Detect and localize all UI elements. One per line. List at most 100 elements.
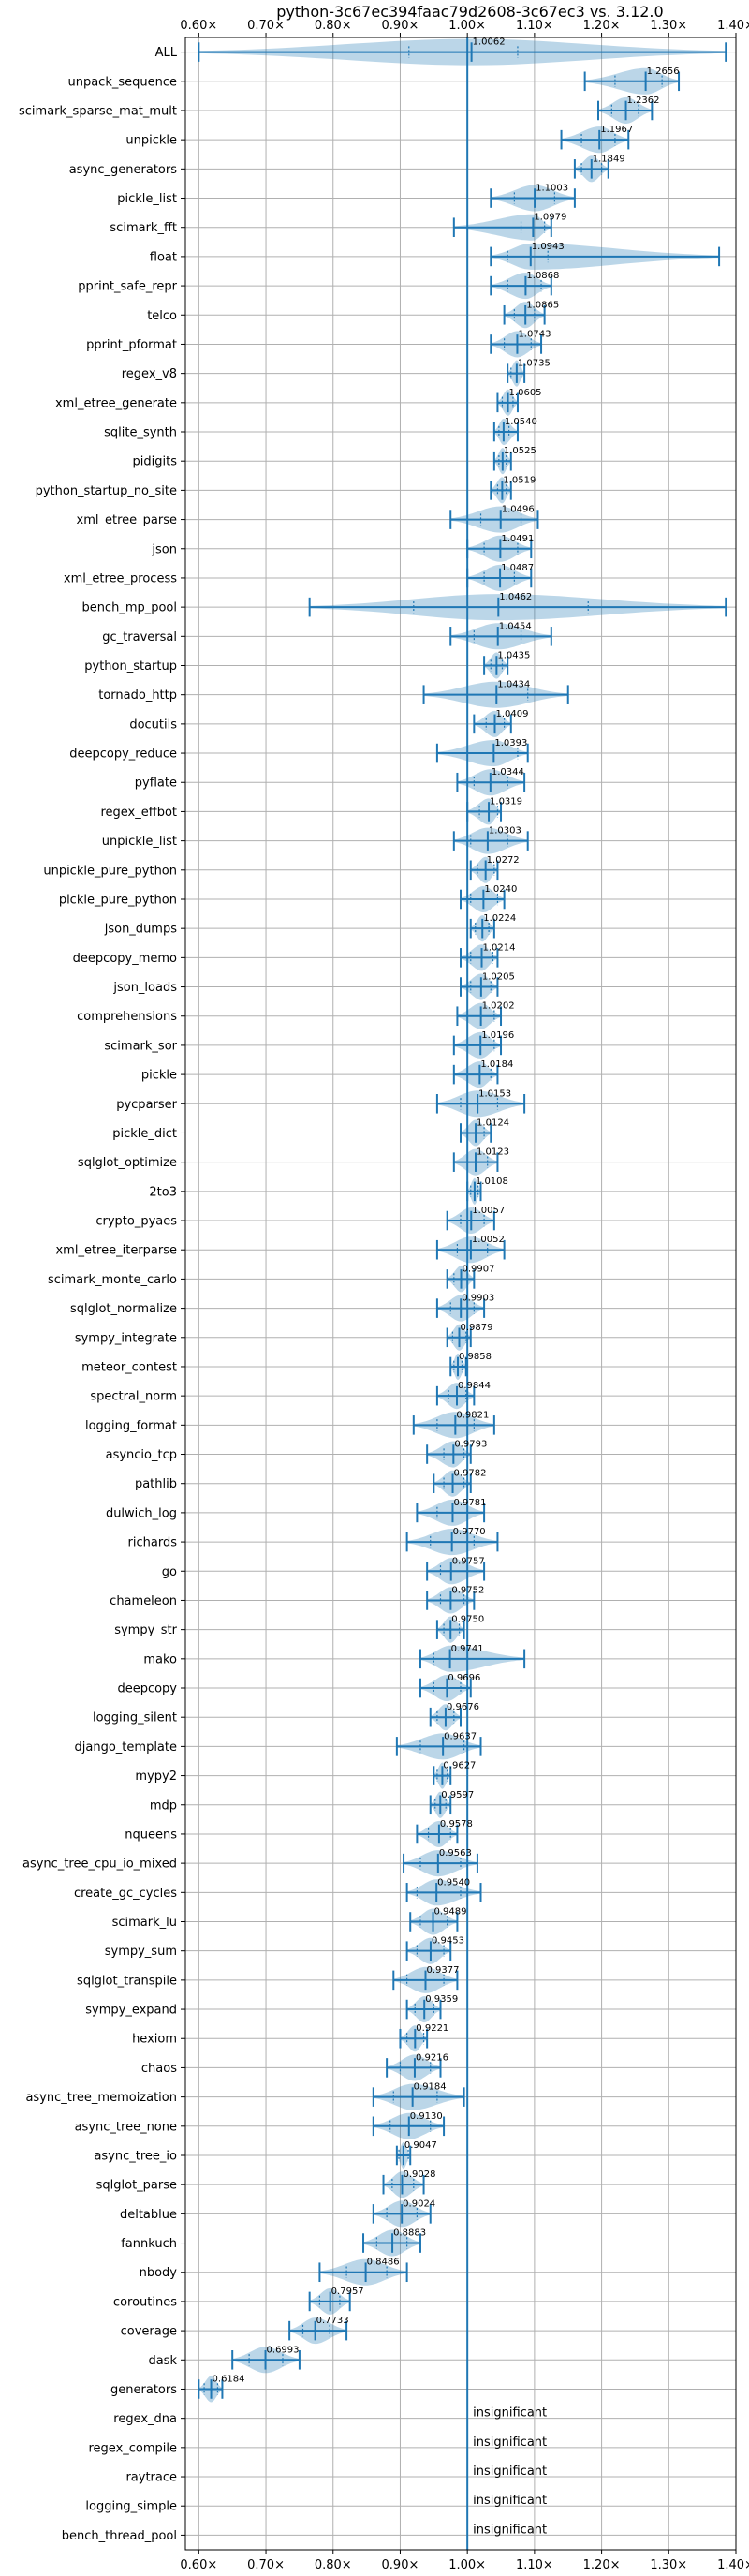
value-label: 1.0272 <box>487 855 520 866</box>
y-tick-label: comprehensions <box>77 1010 177 1024</box>
value-label: 0.9879 <box>460 1323 492 1333</box>
y-tick-label: scimark_monte_carlo <box>48 1273 177 1287</box>
y-tick-label: python_startup_no_site <box>36 484 177 498</box>
y-tick-label: telco <box>147 309 177 323</box>
y-tick-label: unpickle_pure_python <box>43 864 177 878</box>
value-label: 1.0454 <box>499 621 532 631</box>
value-label: 1.0868 <box>526 271 559 281</box>
y-tick-label: generators <box>110 2383 177 2397</box>
value-label: 0.9359 <box>425 1994 458 2005</box>
x-tick-label-top: 1.20× <box>583 19 621 33</box>
value-label: 0.9757 <box>452 1556 485 1566</box>
y-tick-label: sqlglot_transpile <box>77 1974 177 1988</box>
y-tick-label: dask <box>148 2354 177 2368</box>
y-tick-label: chameleon <box>110 1594 177 1608</box>
value-label: 1.0605 <box>509 388 542 398</box>
y-tick-label: pickle_dict <box>112 1127 177 1141</box>
value-label: 1.0319 <box>490 796 522 807</box>
y-tick-label: fannkuch <box>121 2237 177 2251</box>
value-label: 0.9540 <box>437 1877 470 1888</box>
y-tick-label: sympy_integrate <box>75 1331 177 1345</box>
plot-frame <box>184 37 737 2551</box>
insignificant-label: insignificant <box>473 2465 547 2479</box>
y-tick-label: pickle <box>141 1069 177 1083</box>
y-tick-label: tornado_http <box>98 688 177 703</box>
y-tick-label: unpickle_list <box>102 835 177 849</box>
value-label: 1.2656 <box>647 67 680 77</box>
x-tick-label-top: 0.90× <box>382 19 419 33</box>
y-tick-label: json_loads <box>112 981 177 995</box>
y-tick-label: unpickle <box>125 134 177 148</box>
y-tick-label: pprint_safe_repr <box>78 280 177 294</box>
value-label: 1.0487 <box>501 563 534 573</box>
y-tick-label: bench_thread_pool <box>62 2529 177 2543</box>
value-label: 0.9696 <box>448 1673 480 1683</box>
y-tick-label: pickle_pure_python <box>59 893 177 907</box>
x-tick-label-top: 1.10× <box>516 19 553 33</box>
value-label: 0.9903 <box>462 1294 494 1304</box>
value-label: 0.9597 <box>441 1790 474 1800</box>
y-tick-label: xml_etree_process <box>64 571 177 585</box>
value-label: 1.0108 <box>476 1177 508 1187</box>
value-label: 1.0865 <box>526 300 559 310</box>
value-label: 0.9377 <box>426 1965 459 1976</box>
value-label: 0.9047 <box>404 2140 437 2151</box>
value-label: 1.0540 <box>505 417 537 427</box>
y-tick-label: crypto_pyaes <box>95 1215 177 1229</box>
value-label: 1.0124 <box>477 1118 509 1128</box>
insignificant-label: insignificant <box>473 2494 547 2508</box>
value-label: 0.9637 <box>444 1731 477 1741</box>
value-label: 0.9024 <box>403 2198 435 2209</box>
y-tick-label: async_tree_none <box>75 2120 177 2134</box>
value-label: 1.0153 <box>478 1088 511 1099</box>
value-label: 1.0224 <box>483 913 516 924</box>
y-tick-label: json <box>151 542 177 556</box>
value-label: 1.0743 <box>518 329 551 339</box>
value-label: 1.0303 <box>489 826 521 836</box>
x-tick-label-bottom: 1.20× <box>583 2558 621 2572</box>
value-label: 0.6993 <box>267 2345 300 2355</box>
y-tick-label: hexiom <box>132 2033 177 2047</box>
insignificant-label: insignificant <box>473 2406 547 2421</box>
x-tick-label-bottom: 0.60× <box>180 2558 217 2572</box>
value-label: 1.1003 <box>536 184 568 194</box>
y-tick-label: deltablue <box>120 2208 177 2222</box>
x-tick-label-bottom: 0.90× <box>382 2558 419 2572</box>
y-tick-label: logging_simple <box>85 2500 177 2514</box>
value-label: 0.8486 <box>367 2258 400 2268</box>
value-label: 1.0979 <box>534 213 566 223</box>
y-tick-label: spectral_norm <box>90 1390 177 1404</box>
insignificant-label: insignificant <box>473 2435 547 2450</box>
x-tick-label-bottom: 0.80× <box>315 2558 352 2572</box>
y-tick-label: regex_effbot <box>100 806 177 820</box>
y-tick-label: regex_compile <box>88 2441 177 2455</box>
y-tick-label: 2to3 <box>149 1185 177 1199</box>
y-tick-label: logging_format <box>85 1419 177 1433</box>
value-label: 0.9489 <box>434 1907 467 1917</box>
y-tick-label: docutils <box>129 718 177 732</box>
x-tick-label-top: 0.70× <box>247 19 285 33</box>
y-tick-label: scimark_sor <box>104 1039 177 1053</box>
y-tick-label: ALL <box>155 46 178 60</box>
value-label: 0.9741 <box>451 1644 484 1654</box>
value-label: 1.0184 <box>480 1059 513 1070</box>
value-label: 1.0052 <box>472 1235 505 1245</box>
y-tick-label: async_tree_cpu_io_mixed <box>22 1858 177 1872</box>
y-tick-label: mypy2 <box>135 1769 177 1784</box>
value-label: 1.0735 <box>518 359 551 369</box>
x-tick-label-top: 1.30× <box>650 19 687 33</box>
value-label: 1.0462 <box>499 592 532 602</box>
y-tick-label: pycparser <box>116 1098 177 1112</box>
y-tick-label: scimark_lu <box>112 1916 177 1930</box>
y-tick-label: sqlite_synth <box>104 426 177 440</box>
y-tick-label: pprint_pformat <box>86 338 177 352</box>
y-tick-label: go <box>162 1565 177 1579</box>
y-tick-label: dulwich_log <box>106 1506 177 1520</box>
x-tick-label-top: 1.00× <box>448 19 486 33</box>
y-tick-label: sqlglot_normalize <box>70 1302 177 1316</box>
value-label: 0.9627 <box>443 1761 476 1771</box>
y-tick-label: bench_mp_pool <box>81 601 177 615</box>
x-tick-label-top: 0.60× <box>180 19 217 33</box>
y-tick-label: nbody <box>140 2266 178 2280</box>
y-tick-label: coroutines <box>113 2295 177 2309</box>
